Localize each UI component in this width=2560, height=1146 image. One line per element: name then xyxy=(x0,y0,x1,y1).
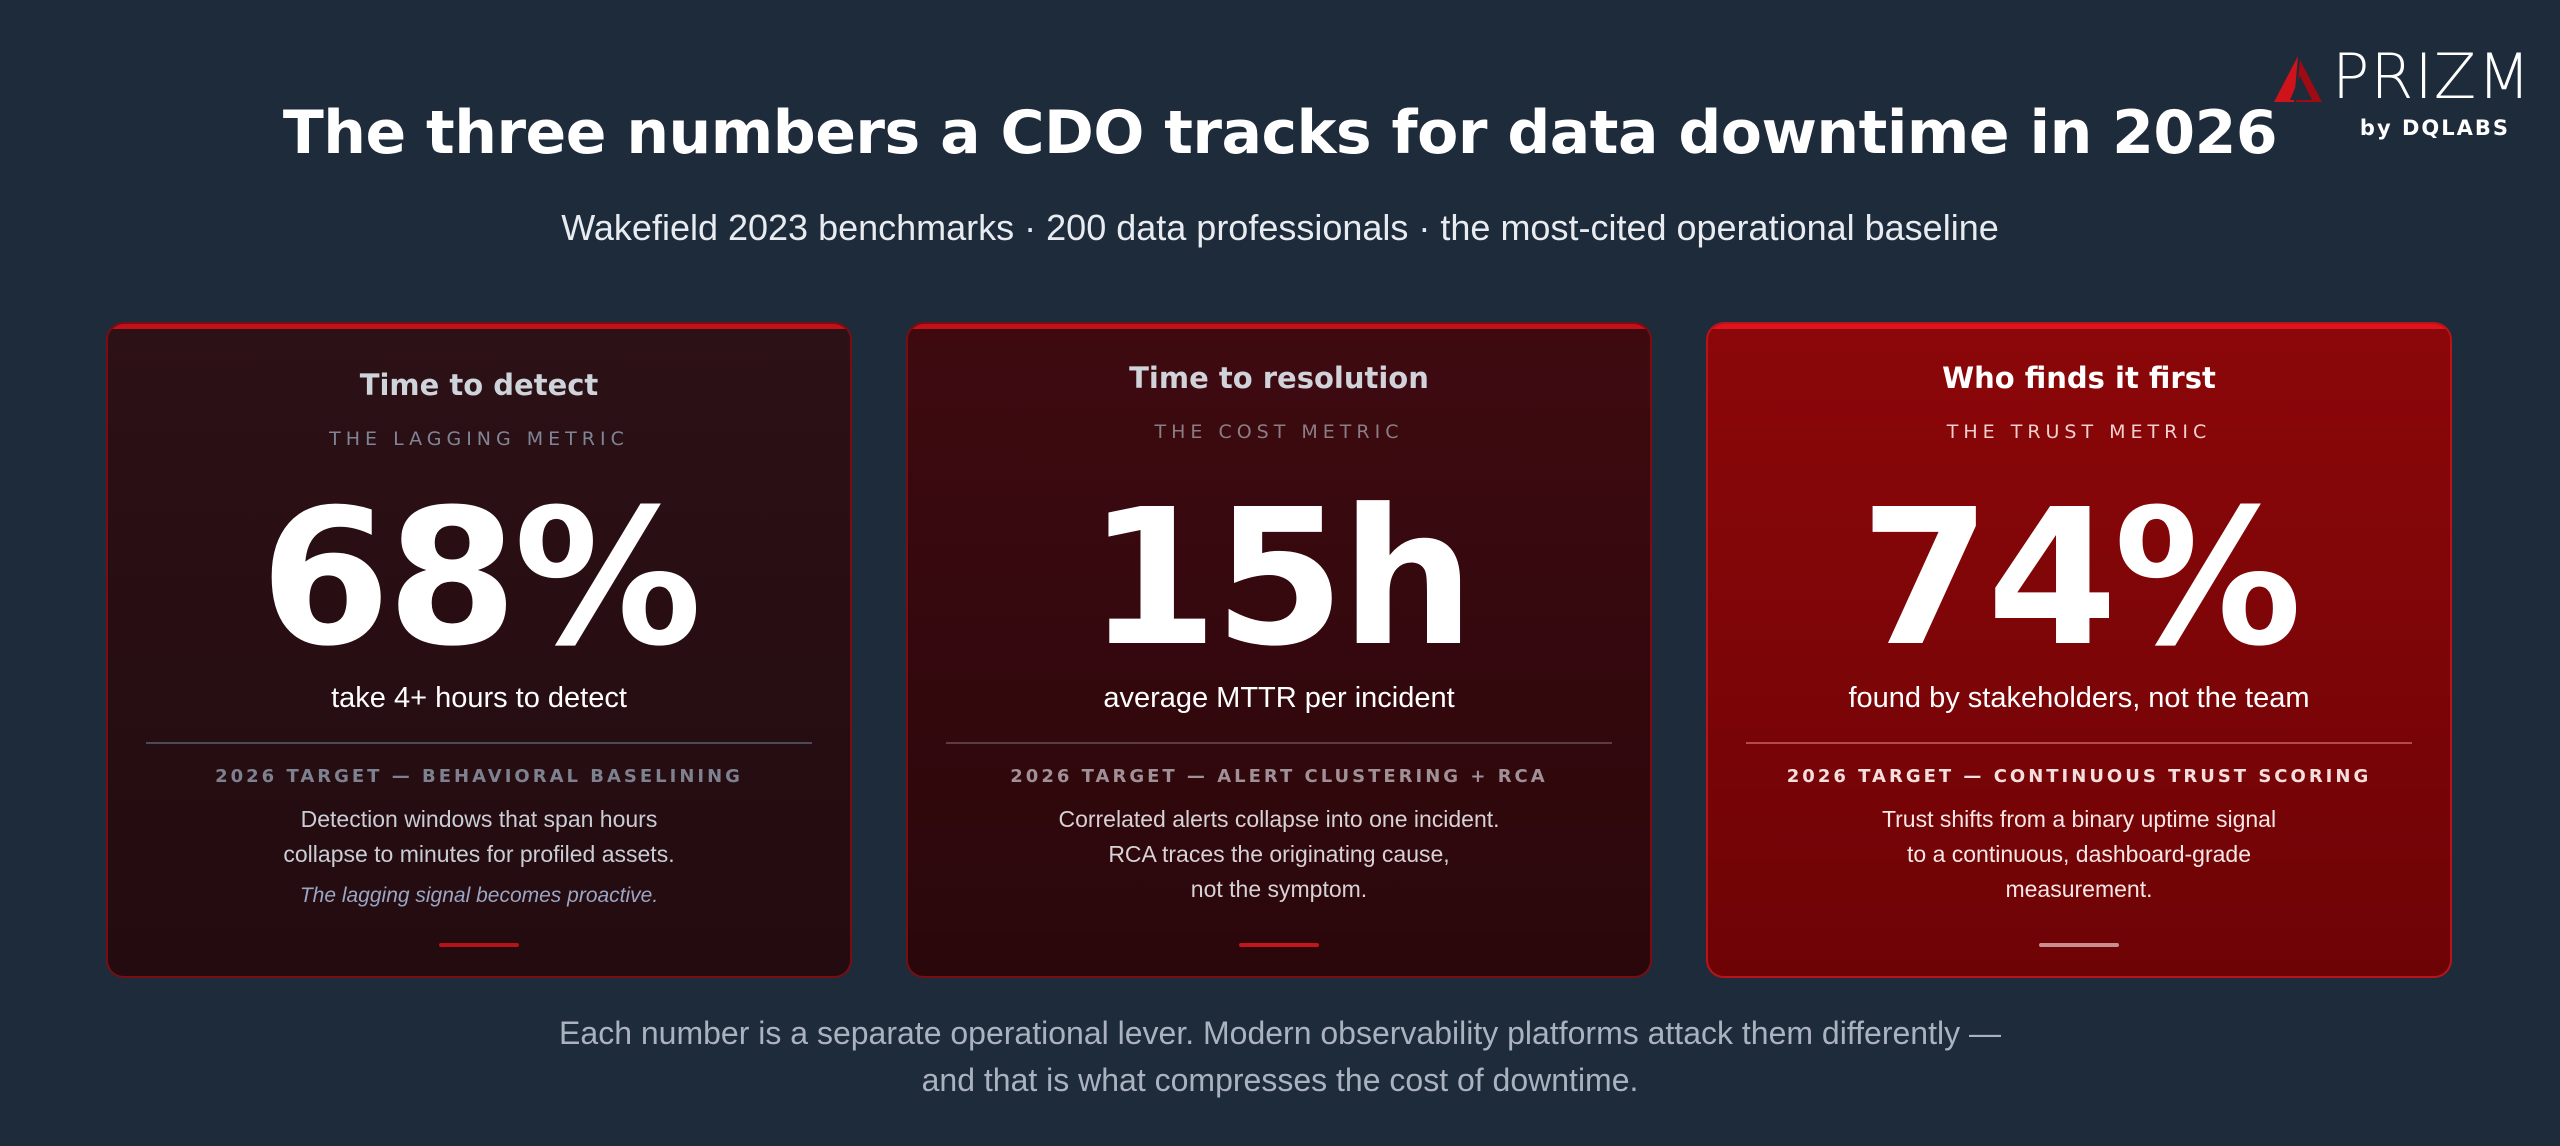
footer-line: Each number is a separate operational le… xyxy=(559,1015,2001,1051)
logo-wordmark: PRIZM xyxy=(2332,40,2532,113)
target-description: Detection windows that span hours collap… xyxy=(148,802,810,872)
target-description: Trust shifts from a binary uptime signal… xyxy=(1748,802,2410,907)
card-eyebrow: THE LAGGING METRIC xyxy=(329,428,629,450)
triangle-logo-icon xyxy=(2274,56,2322,102)
target-label: 2026 TARGET — CONTINUOUS TRUST SCORING xyxy=(1786,766,2372,787)
footer-note: Each number is a separate operational le… xyxy=(0,1010,2560,1104)
card-divider xyxy=(146,742,812,744)
metric-card-time-to-resolution: Time to resolution THE COST METRIC 15h a… xyxy=(906,322,1652,978)
card-title: Time to resolution xyxy=(1129,361,1429,395)
target-line: Trust shifts from a binary uptime signal xyxy=(1881,806,2277,832)
target-line: measurement. xyxy=(2005,876,2153,902)
metric-caption: take 4+ hours to detect xyxy=(331,682,627,714)
target-description: Correlated alerts collapse into one inci… xyxy=(948,802,1610,907)
target-label: 2026 TARGET — BEHAVIORAL BASELINING xyxy=(215,766,743,787)
card-accent-bar xyxy=(439,943,519,947)
target-line: to a continuous, dashboard-grade xyxy=(1907,841,2251,867)
card-eyebrow: THE COST METRIC xyxy=(1154,421,1404,443)
target-line: collapse to minutes for profiled assets. xyxy=(283,841,675,867)
metric-number: 68% xyxy=(260,469,702,688)
card-title: Time to detect xyxy=(359,368,599,402)
card-title: Who finds it first xyxy=(1942,361,2216,395)
logo-byline: by DQLABS xyxy=(2359,116,2510,140)
target-line: Correlated alerts collapse into one inci… xyxy=(1058,806,1500,832)
metric-caption: average MTTR per incident xyxy=(1103,682,1455,714)
page-title: The three numbers a CDO tracks for data … xyxy=(282,98,2278,168)
metric-card-who-finds-it-first: Who finds it first THE TRUST METRIC 74% … xyxy=(1706,322,2452,978)
metric-card-time-to-detect: Time to detect THE LAGGING METRIC 68% ta… xyxy=(106,322,852,978)
metric-number: 15h xyxy=(1087,469,1474,688)
card-eyebrow: THE TRUST METRIC xyxy=(1946,421,2212,443)
footer-line: and that is what compresses the cost of … xyxy=(921,1062,1639,1098)
metric-caption: found by stakeholders, not the team xyxy=(1848,682,2310,714)
target-label: 2026 TARGET — ALERT CLUSTERING + RCA xyxy=(1010,766,1548,787)
card-accent-bar xyxy=(1239,943,1319,947)
metric-number: 74% xyxy=(1860,469,2302,688)
target-line: RCA traces the originating cause, xyxy=(1108,841,1450,867)
card-divider xyxy=(946,742,1612,744)
page-subtitle: Wakefield 2023 benchmarks · 200 data pro… xyxy=(561,207,1999,248)
prizm-logo: PRIZM by DQLABS xyxy=(2272,46,2531,145)
target-note: The lagging signal becomes proactive. xyxy=(299,884,659,907)
target-line: Detection windows that span hours xyxy=(300,806,658,832)
target-line: not the symptom. xyxy=(1190,876,1368,902)
card-divider xyxy=(1746,742,2412,744)
card-accent-bar xyxy=(2039,943,2119,947)
